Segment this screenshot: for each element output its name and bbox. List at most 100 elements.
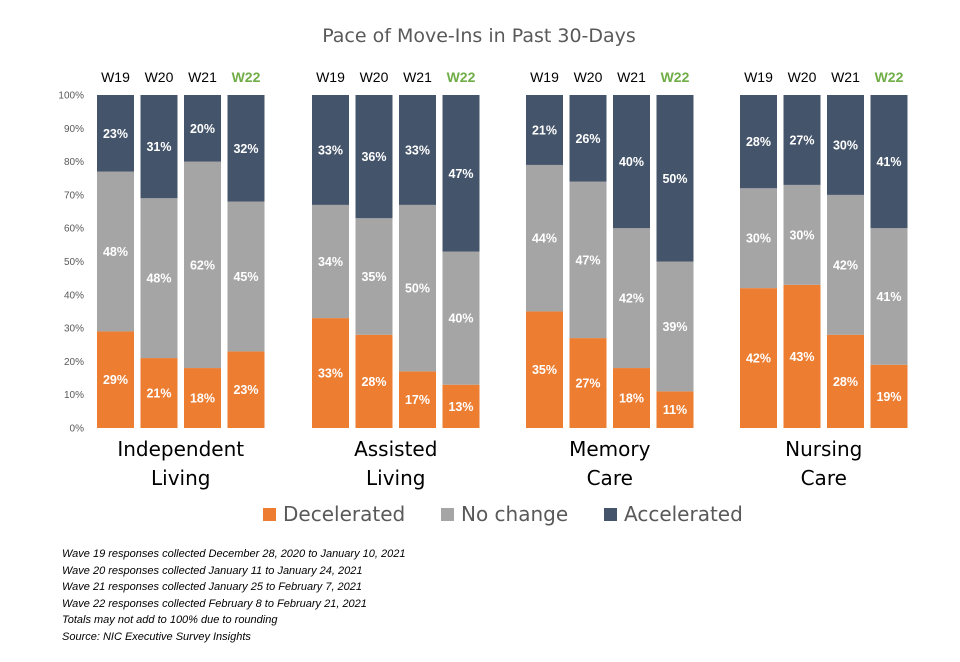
- category-label: Independent: [117, 437, 244, 461]
- data-label: 48%: [103, 245, 128, 259]
- bar-segment-accelerated: [569, 95, 607, 182]
- data-label: 34%: [318, 255, 343, 269]
- bar-segment-accelerated: [827, 95, 864, 195]
- bar-segment-accelerated: [613, 95, 650, 229]
- bar-segment-accelerated: [740, 95, 777, 189]
- footnote-wave-20: Wave 20 responses collected January 11 t…: [62, 564, 363, 577]
- bar-segment-decelerated: [442, 384, 480, 428]
- data-label: 48%: [146, 272, 171, 286]
- data-label: 40%: [619, 155, 644, 169]
- footnote-source: Source: NIC Executive Survey Insights: [62, 630, 251, 643]
- data-label: 21%: [146, 387, 171, 401]
- data-label: 35%: [532, 363, 557, 377]
- wave-label-w19: W19: [744, 69, 773, 85]
- bar-segment-accelerated: [184, 95, 221, 162]
- y-tick-label: 50%: [64, 257, 84, 268]
- data-label: 28%: [361, 375, 386, 389]
- wave-label-w19: W19: [101, 69, 130, 85]
- bar-segment-no-change: [569, 181, 607, 339]
- bar-segment-no-change: [740, 188, 777, 289]
- data-label: 42%: [619, 292, 644, 306]
- data-label: 33%: [405, 143, 430, 157]
- bar-segment-accelerated: [312, 95, 349, 205]
- y-tick-label: 60%: [64, 224, 84, 235]
- wave-labels: W19 W20 W21 W22 W19 W20 W21 W22 W19 W20 W21 W22 W19 W…: [101, 69, 904, 85]
- data-label: 19%: [876, 390, 901, 404]
- bar-segment-accelerated: [442, 95, 480, 252]
- data-label: 13%: [448, 400, 473, 414]
- bar-segment-decelerated: [312, 318, 349, 428]
- data-label: 28%: [746, 135, 771, 149]
- y-tick-label: 0%: [70, 424, 85, 435]
- bar-segment-decelerated: [656, 391, 694, 428]
- bar-segment-decelerated: [399, 371, 436, 428]
- footnote-wave-21: Wave 21 responses collected January 25 t…: [62, 581, 363, 593]
- legend-swatch-accelerated: [604, 508, 617, 521]
- data-label: 21%: [532, 123, 557, 137]
- data-label: 42%: [746, 352, 771, 366]
- bar-segment-no-change: [783, 184, 821, 285]
- wave-label-w22: W22: [232, 69, 261, 85]
- data-label: 33%: [318, 367, 343, 381]
- category-label: Living: [366, 466, 425, 490]
- legend-label: Decelerated: [283, 502, 405, 526]
- bar-segment-no-change: [140, 198, 178, 359]
- data-label: 23%: [103, 127, 128, 141]
- wave-label-w21: W21: [831, 69, 860, 85]
- y-axis: 0% 10% 20% 30% 40% 50% 60% 70% 80% 90% 100%: [58, 91, 84, 435]
- bar-segment-no-change: [312, 204, 349, 319]
- category-label: Care: [801, 466, 847, 490]
- data-label: 41%: [876, 155, 901, 169]
- category-label: Assisted: [354, 437, 437, 461]
- data-label: 18%: [190, 392, 215, 406]
- data-label: 35%: [361, 270, 386, 284]
- bar-segment-no-change: [442, 251, 480, 385]
- data-label: 27%: [789, 133, 814, 147]
- bar-segment-decelerated: [569, 338, 607, 428]
- data-label: 33%: [318, 143, 343, 157]
- bar-segment-no-change: [526, 164, 563, 312]
- bar-segment-accelerated: [97, 95, 134, 172]
- bar-segment-no-change: [870, 228, 908, 365]
- wave-label-w21: W21: [188, 69, 217, 85]
- bar-segment-decelerated: [783, 284, 821, 428]
- y-tick-label: 10%: [64, 390, 84, 401]
- y-tick-label: 70%: [64, 190, 84, 201]
- bar-segment-decelerated: [827, 334, 864, 428]
- data-label: 44%: [532, 232, 557, 246]
- data-label: 17%: [405, 393, 430, 407]
- category-label: Memory: [569, 437, 651, 461]
- data-label: 62%: [190, 258, 215, 272]
- data-label: 18%: [619, 392, 644, 406]
- data-label: 40%: [448, 312, 473, 326]
- data-label: 30%: [833, 138, 858, 152]
- bar-segment-accelerated: [399, 95, 436, 205]
- bar-segment-no-change: [613, 228, 650, 369]
- data-label: 41%: [876, 290, 901, 304]
- bar-segment-accelerated: [870, 95, 908, 229]
- data-label: 29%: [103, 373, 128, 387]
- data-label: 20%: [190, 122, 215, 136]
- wave-label-w20: W20: [145, 69, 174, 85]
- bar-segment-accelerated: [783, 95, 821, 185]
- data-label: 26%: [575, 132, 600, 146]
- data-label: 45%: [233, 270, 258, 284]
- data-label: 30%: [789, 228, 814, 242]
- wave-label-w20: W20: [788, 69, 817, 85]
- legend-swatch-decelerated: [263, 508, 276, 521]
- data-label: 50%: [662, 172, 687, 186]
- data-label: 32%: [233, 142, 258, 156]
- bar-segment-accelerated: [656, 95, 694, 262]
- wave-label-w20: W20: [574, 69, 603, 85]
- bar-segment-decelerated: [97, 331, 134, 428]
- data-label: 27%: [575, 377, 600, 391]
- wave-label-w22: W22: [661, 69, 690, 85]
- data-label: 31%: [146, 140, 171, 154]
- footnote-wave-22: Wave 22 responses collected February 8 t…: [62, 597, 367, 610]
- category-label: Nursing: [785, 437, 862, 461]
- y-tick-label: 80%: [64, 157, 84, 168]
- bar-segment-decelerated: [613, 368, 650, 428]
- data-label: 47%: [448, 167, 473, 181]
- bar-segment-no-change: [399, 204, 436, 372]
- bar-segment-no-change: [355, 218, 393, 335]
